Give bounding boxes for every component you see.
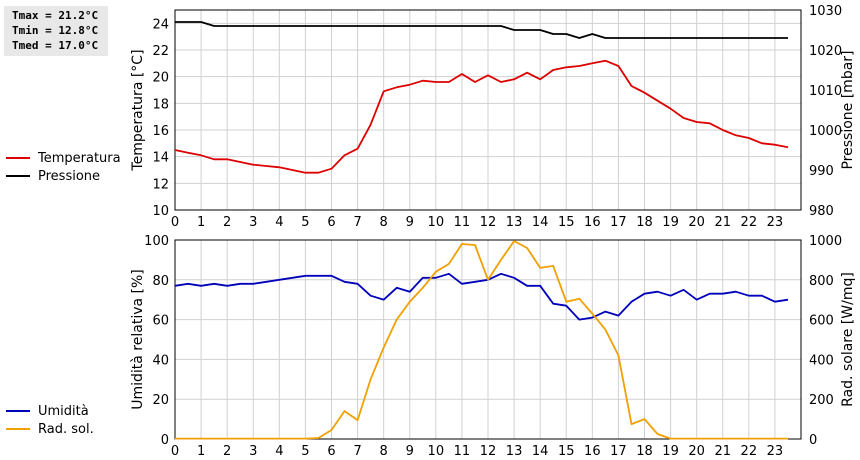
y-tick-label: 24 <box>152 17 169 32</box>
y2-tick-label: 800 <box>809 274 834 289</box>
plot-frame <box>174 239 802 440</box>
y2-tick-label: 600 <box>809 314 834 329</box>
stats-box: Tmax = 21.2°C Tmin = 12.8°C Tmed = 17.0°… <box>4 6 108 56</box>
series-line-pressione <box>175 21 788 39</box>
x-tick-label: 7 <box>353 444 361 459</box>
x-tick-label: 12 <box>480 215 497 230</box>
y2-tick-label: 1000 <box>809 234 842 249</box>
x-tick-label: 22 <box>741 444 758 459</box>
y-axis-label: Umidità relativa [%] <box>130 269 146 410</box>
x-tick-label: 11 <box>454 215 471 230</box>
x-tick-label: 13 <box>506 215 523 230</box>
series-line-temperatura <box>174 59 789 174</box>
series-line-radsol <box>175 240 788 440</box>
x-tick-label: 14 <box>532 215 549 230</box>
x-tick-label: 8 <box>380 444 388 459</box>
y-tick-label: 40 <box>152 353 169 368</box>
x-tick-label: 1 <box>197 215 205 230</box>
plot-frame <box>174 9 802 211</box>
x-tick-label: 17 <box>610 444 627 459</box>
x-tick-label: 18 <box>636 215 653 230</box>
x-tick-label: 16 <box>584 444 601 459</box>
y-tick-label: 22 <box>152 44 169 59</box>
x-tick-label: 8 <box>380 215 388 230</box>
x-tick-label: 20 <box>688 444 705 459</box>
x-tick-label: 18 <box>636 444 653 459</box>
y-tick-label: 20 <box>152 393 169 408</box>
y-axis-label: Temperatura [°C] <box>130 49 146 171</box>
x-tick-label: 6 <box>327 444 335 459</box>
x-tick-label: 22 <box>741 215 758 230</box>
x-tick-label: 21 <box>714 444 731 459</box>
y2-axis-label: Pressione [mbar] <box>840 50 856 169</box>
y2-tick-label: 1000 <box>809 124 842 139</box>
x-tick-label: 5 <box>301 215 309 230</box>
y2-tick-label: 0 <box>809 433 817 448</box>
x-tick-label: 2 <box>223 215 231 230</box>
x-tick-label: 23 <box>767 444 784 459</box>
y-tick-label: 10 <box>152 204 169 219</box>
y2-tick-label: 400 <box>809 353 834 368</box>
y-tick-label: 16 <box>152 124 169 139</box>
y2-tick-label: 1010 <box>809 84 842 99</box>
x-tick-label: 20 <box>688 215 705 230</box>
y2-tick-label: 200 <box>809 393 834 408</box>
x-tick-label: 12 <box>480 444 497 459</box>
y2-tick-label: 980 <box>809 204 834 219</box>
x-tick-label: 10 <box>428 215 445 230</box>
x-tick-label: 14 <box>532 444 549 459</box>
legend-label: Temperatura <box>37 151 121 166</box>
tmed-label: Tmed = 17.0°C <box>12 39 99 52</box>
y-tick-label: 14 <box>152 151 169 166</box>
x-tick-label: 4 <box>275 444 283 459</box>
y-tick-label: 20 <box>152 71 169 86</box>
x-tick-label: 16 <box>584 215 601 230</box>
y-tick-label: 60 <box>152 314 169 329</box>
x-tick-label: 9 <box>406 215 414 230</box>
x-tick-label: 17 <box>610 215 627 230</box>
x-tick-label: 10 <box>428 444 445 459</box>
y2-tick-label: 1020 <box>809 44 842 59</box>
legend-label: Pressione <box>38 169 100 184</box>
x-tick-label: 0 <box>171 444 179 459</box>
series-line-umidit <box>174 272 789 321</box>
y-tick-label: 80 <box>152 274 169 289</box>
x-tick-label: 7 <box>353 215 361 230</box>
y2-axis-label: Rad. solare [W/mq] <box>840 272 856 407</box>
y-tick-label: 100 <box>144 234 169 249</box>
x-tick-label: 1 <box>197 444 205 459</box>
y-tick-label: 12 <box>152 177 169 192</box>
x-tick-label: 21 <box>714 215 731 230</box>
y-tick-label: 18 <box>152 97 169 112</box>
x-tick-label: 0 <box>171 215 179 230</box>
tmin-label: Tmin = 12.8°C <box>12 24 99 37</box>
y2-tick-label: 1030 <box>809 4 842 19</box>
x-tick-label: 15 <box>558 444 575 459</box>
x-tick-label: 15 <box>558 215 575 230</box>
legend-label: Umidità <box>38 404 89 419</box>
y2-tick-label: 990 <box>809 164 834 179</box>
x-tick-label: 9 <box>406 444 414 459</box>
y-tick-label: 0 <box>161 433 169 448</box>
x-tick-label: 11 <box>454 444 471 459</box>
x-tick-label: 19 <box>662 444 679 459</box>
legend-label: Rad. sol. <box>38 422 94 437</box>
x-tick-label: 6 <box>327 215 335 230</box>
x-tick-label: 3 <box>249 444 257 459</box>
x-tick-label: 13 <box>506 444 523 459</box>
x-tick-label: 4 <box>275 215 283 230</box>
x-tick-label: 23 <box>767 215 784 230</box>
x-tick-label: 2 <box>223 444 231 459</box>
x-tick-label: 3 <box>249 215 257 230</box>
x-tick-label: 5 <box>301 444 309 459</box>
tmax-label: Tmax = 21.2°C <box>12 9 99 22</box>
x-tick-label: 19 <box>662 215 679 230</box>
